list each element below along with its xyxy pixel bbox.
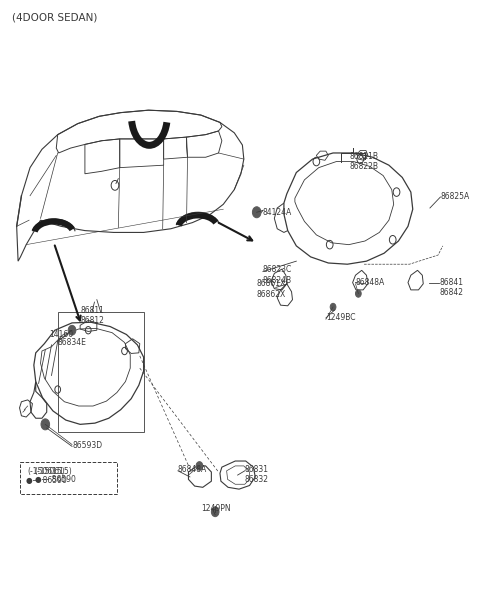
Text: 86593D: 86593D xyxy=(72,441,102,451)
Circle shape xyxy=(41,419,49,430)
Text: 86848A: 86848A xyxy=(178,465,207,473)
Text: 14160: 14160 xyxy=(49,330,73,339)
Text: ●— 86590: ●— 86590 xyxy=(26,476,67,484)
Text: 86834E: 86834E xyxy=(58,338,86,346)
Text: 86823C
86824B: 86823C 86824B xyxy=(263,265,292,285)
Text: 86825A: 86825A xyxy=(441,192,470,201)
Circle shape xyxy=(196,462,203,470)
Text: 1249BC: 1249BC xyxy=(326,313,355,322)
Text: 86811
86812: 86811 86812 xyxy=(80,306,104,325)
Text: 84124A: 84124A xyxy=(263,208,292,217)
Text: 86831
86832: 86831 86832 xyxy=(245,465,269,484)
Circle shape xyxy=(211,507,219,516)
Circle shape xyxy=(252,207,261,218)
Text: (-150615): (-150615) xyxy=(28,467,65,476)
Circle shape xyxy=(68,325,76,335)
Circle shape xyxy=(330,303,336,311)
Text: 86841
86842: 86841 86842 xyxy=(440,278,464,297)
Text: 86821B
86822B: 86821B 86822B xyxy=(349,152,379,171)
Text: (4DOOR SEDAN): (4DOOR SEDAN) xyxy=(12,12,97,22)
Text: (-150615): (-150615) xyxy=(35,467,72,476)
Text: 86848A: 86848A xyxy=(356,278,385,287)
Text: ●— 86590: ●— 86590 xyxy=(35,475,76,484)
Circle shape xyxy=(356,290,361,297)
Text: 86861X
86862X: 86861X 86862X xyxy=(257,279,286,299)
Text: 1249PN: 1249PN xyxy=(201,504,230,513)
